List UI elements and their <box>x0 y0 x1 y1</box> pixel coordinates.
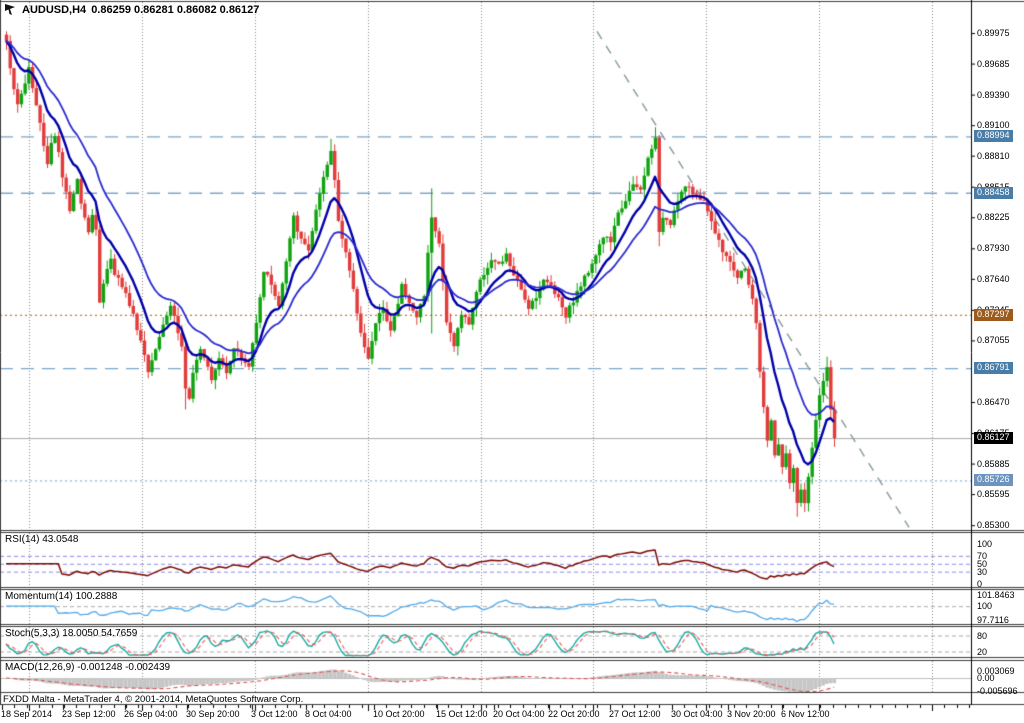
main-chart-panel[interactable] <box>0 2 972 530</box>
rsi-scale-label: 70 <box>977 550 988 561</box>
momentum-scale-label: 101.8463 <box>977 590 1015 600</box>
time-axis-label: 20 Oct 04:00 <box>493 709 545 719</box>
time-axis-label: 18 Sep 2014 <box>1 709 53 719</box>
price-axis-label: 0.89390 <box>977 89 1010 100</box>
momentum-label: Momentum(14) 100.2888 <box>5 591 118 602</box>
time-axis-label: 3 Nov 20:00 <box>727 709 776 719</box>
chart-cursor-icon <box>4 3 17 16</box>
momentum-scale-label: 97.7116 <box>977 615 1009 625</box>
price-axis-label: 0.85885 <box>977 458 1010 469</box>
stochastic-label: Stoch(5,3,3) 18.0050 54.7659 <box>5 628 138 639</box>
price-level-badge: 0.86791 <box>974 362 1013 375</box>
rsi-scale-label: 0 <box>977 578 983 589</box>
price-level-badge: 0.88458 <box>974 186 1013 199</box>
price-axis-label: 0.87930 <box>977 243 1010 254</box>
rsi-scale-label: 50 <box>977 558 988 569</box>
chart-title-bar: AUDUSD,H4 0.86259 0.86281 0.86082 0.8612… <box>4 3 259 16</box>
macd-scale-label: -0.005696 <box>977 686 1018 696</box>
price-level-badge: 0.85726 <box>974 474 1013 487</box>
price-axis-label: 0.85595 <box>977 489 1010 500</box>
chart-symbol-period: AUDUSD,H4 <box>22 3 87 16</box>
price-axis-label: 0.89100 <box>977 120 1010 131</box>
price-axis-label: 0.89975 <box>977 28 1010 39</box>
macd-scale-label: 0.003069 <box>977 666 1015 676</box>
rsi-scale-label: 100 <box>977 539 993 549</box>
time-axis-label: 30 Sep 20:00 <box>186 709 240 719</box>
time-axis-label: 8 Oct 04:00 <box>305 709 352 719</box>
macd-scale-label: 0.00 <box>977 673 995 683</box>
rsi-label: RSI(14) 43.0548 <box>5 534 79 545</box>
price-level-badge: 0.87297 <box>974 308 1013 321</box>
price-level-badge: 0.88994 <box>974 130 1013 143</box>
time-axis-label: 3 Oct 12:00 <box>251 709 298 719</box>
time-axis-label: 27 Oct 12:00 <box>609 709 661 719</box>
stoch-scale-label: 20 <box>977 646 988 657</box>
price-axis-label: 0.87640 <box>977 273 1010 284</box>
time-axis-label: 10 Oct 20:00 <box>373 709 425 719</box>
time-axis-label: 26 Sep 04:00 <box>124 709 178 719</box>
price-axis-label: 0.86470 <box>977 397 1010 407</box>
time-axis-label: 23 Sep 12:00 <box>62 709 116 719</box>
price-axis-label: 0.88225 <box>977 212 1010 223</box>
price-axis-label: 0.88810 <box>977 150 1010 161</box>
current-price-badge: 0.86127 <box>974 432 1013 445</box>
rsi-scale-label: 30 <box>977 566 988 577</box>
momentum-panel[interactable] <box>0 590 972 624</box>
price-axis-label: 0.85300 <box>977 520 1010 531</box>
copyright-text: FXDD Malta - MetaTrader 4, © 2001-2014, … <box>3 694 304 705</box>
chart-quote-ohlc: 0.86259 0.86281 0.86082 0.86127 <box>91 3 260 16</box>
stoch-scale-label: 80 <box>977 630 988 641</box>
price-axis-label: 0.89685 <box>977 58 1010 69</box>
time-axis-label: 6 Nov 12:00 <box>781 709 830 719</box>
stochastic-panel[interactable] <box>0 627 972 658</box>
time-axis-label: 30 Oct 04:00 <box>671 709 723 719</box>
macd-label: MACD(12,26,9) -0.001248 -0.002439 <box>5 662 171 673</box>
time-axis-label: 22 Oct 20:00 <box>548 709 600 719</box>
time-axis-label: 15 Oct 12:00 <box>436 709 488 719</box>
momentum-scale-label: 100 <box>977 601 993 612</box>
price-axis-label: 0.87055 <box>977 335 1010 346</box>
rsi-panel[interactable] <box>0 533 972 587</box>
